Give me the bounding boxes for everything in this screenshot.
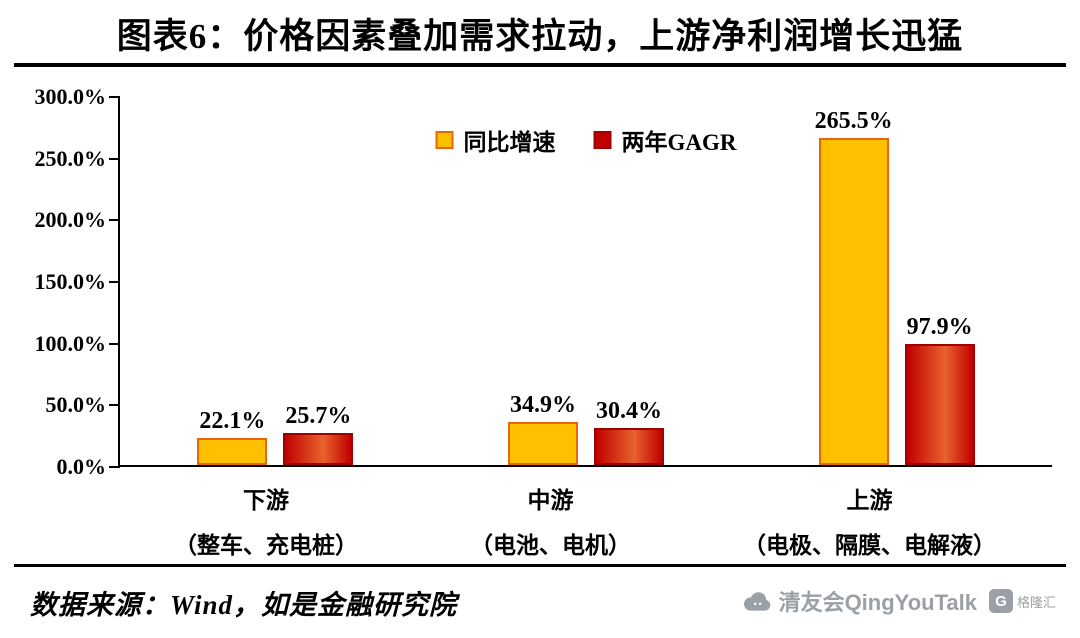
category-name: 下游 [243,488,289,513]
legend-label-yoy: 同比增速 [463,130,556,155]
y-tick-mark [109,219,120,222]
category-labels: 下游 （整车、充电桩） 中游 （电池、电机） 上游 （电极、隔膜、电解液） [118,481,1052,560]
page-title: 图表6：价格因素叠加需求拉动，上游净利润增长迅猛 [116,17,964,56]
y-tick-label: 250.0% [34,145,107,171]
y-tick-mark [109,342,120,345]
bottom-divider [14,564,1066,567]
category-label-midstream: 中游 （电池、电机） [470,481,631,560]
cloud-icon [742,591,773,612]
gelonghui-text: 格隆汇 [1016,594,1056,610]
data-source: 数据来源：Wind，如是金融研究院 [30,590,458,620]
category-label-downstream: 下游 （整车、充电桩） [174,481,358,560]
bar-yoy-upstream: 265.5% [815,108,893,465]
category-subtitle: （整车、充电桩） [174,533,358,558]
gelonghui-icon: G [988,589,1013,613]
legend: 同比增速 两年GAGR [435,123,737,157]
y-tick-label: 50.0% [45,392,107,418]
legend-item-yoy: 同比增速 [435,123,556,157]
y-axis: 0.0% 50.0% 100.0% 150.0% 200.0% 250.0% 300.0% [4,86,107,478]
category-name: 上游 [846,488,893,513]
bar-two-year-cagr-midstream: 30.4% [593,398,664,465]
legend-swatch-yoy [435,131,454,149]
community-logo: 清友会QingYouTalk [742,585,977,617]
y-tick-mark [109,281,120,283]
bar-two-year-cagr-upstream: 97.9% [904,314,975,465]
category-subtitle: （电极、隔膜、电解液） [743,533,996,558]
bar-group-midstream: 34.9% 30.4% [507,97,664,465]
bar-two-year-cagr-downstream: 25.7% [283,403,354,465]
plot-area: 同比增速 两年GAGR 22.1% 25.7% 34.9% 30.4% 265.5% 97… [109,96,1052,468]
category-subtitle: （电池、电机） [470,533,631,558]
legend-swatch-two-year-cagr [593,131,612,149]
y-tick-label: 200.0% [34,207,107,233]
community-logo-text: 清友会QingYouTalk [778,590,977,615]
bar-value-label: 22.1% [199,407,266,434]
gelonghui-logo: G 格隆汇 [988,589,1056,613]
bar-yoy-midstream: 34.9% [507,392,578,465]
top-divider [14,63,1066,67]
bar-value-label: 30.4% [595,397,662,424]
y-tick-label: 150.0% [34,269,107,294]
bar-groups: 22.1% 25.7% 34.9% 30.4% 265.5% 97.9% [120,97,1052,465]
y-tick-mark [109,96,120,98]
y-tick-label: 100.0% [34,330,107,356]
y-tick-mark [109,157,120,160]
y-tick-label: 0.0% [56,454,107,479]
category-label-upstream: 上游 （电极、隔膜、电解液） [743,481,996,560]
y-tick-label: 300.0% [34,84,107,109]
bar-yoy-downstream: 22.1% [197,408,268,465]
legend-item-two-year-cagr: 两年GAGR [593,123,737,157]
bar-value-label: 265.5% [814,107,893,134]
branding: 清友会QingYouTalk G 格隆汇 [742,585,1056,617]
bar-value-label: 34.9% [509,392,576,418]
y-tick-mark [109,466,120,468]
category-name: 中游 [527,488,574,513]
bar-value-label: 97.9% [906,314,973,341]
bar-group-downstream: 22.1% 25.7% [197,97,354,465]
legend-label-two-year-cagr: 两年GAGR [621,130,737,155]
y-tick-mark [109,404,120,407]
bar-group-upstream: 265.5% 97.9% [815,97,975,465]
bar-value-label: 25.7% [285,403,352,430]
